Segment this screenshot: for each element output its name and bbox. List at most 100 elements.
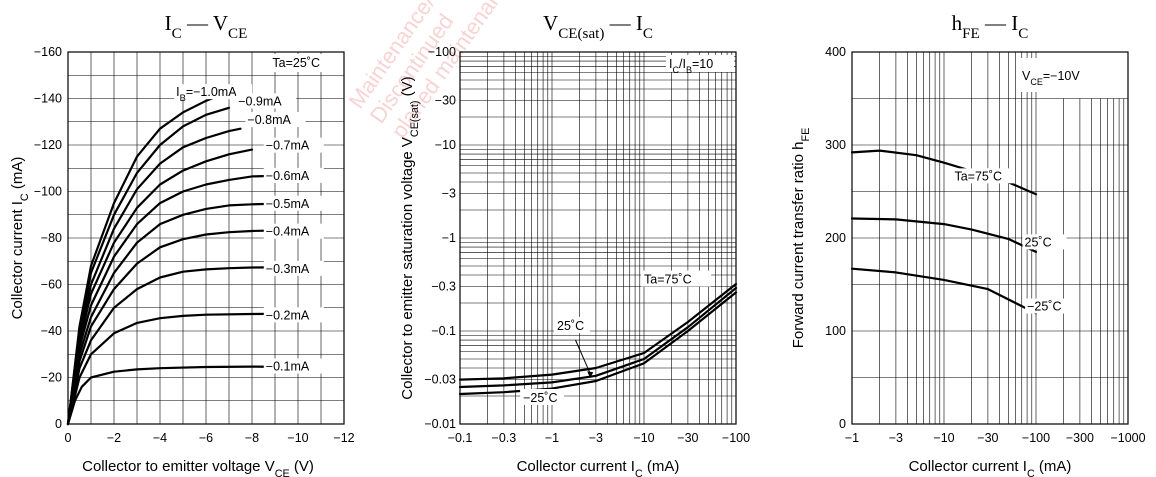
- x-tick-label: −0.1: [448, 431, 473, 445]
- y-axis-label: Forward current transfer ratio hFE: [790, 128, 812, 349]
- series-label-bg: [263, 260, 324, 276]
- label-arrow: [587, 371, 594, 379]
- annotation-bg: [666, 55, 734, 72]
- y-tick-label: 0: [839, 417, 846, 431]
- series-label: −25˚C: [523, 391, 557, 405]
- series-curve: [458, 291, 738, 396]
- series-label: −0.9mA: [238, 94, 282, 108]
- y-axis-label: Collector to emitter saturation voltage …: [399, 76, 421, 399]
- series-label: −25˚C: [1027, 300, 1061, 314]
- series-label: −0.1mA: [266, 360, 310, 374]
- y-tick-label: −80: [41, 231, 62, 245]
- series-label: 25˚C: [557, 319, 584, 333]
- series-label: −0.2mA: [266, 308, 310, 322]
- series-curve: [66, 228, 300, 426]
- chart-title: IC — VCE: [165, 11, 248, 42]
- x-tick-label: −100: [722, 431, 750, 445]
- series-label-bg: [245, 112, 306, 128]
- series-label: −0.8mA: [247, 113, 291, 127]
- series-curve: [66, 148, 254, 426]
- plot-frame: [459, 51, 737, 425]
- series-curve: [66, 106, 231, 426]
- annotation-vce: VCE=−10V: [1022, 69, 1080, 87]
- series-label: Ta=75˚C: [644, 273, 692, 287]
- series-label-bg: [263, 167, 324, 183]
- y-tick-label: −0.01: [424, 417, 456, 431]
- x-tick-label: −10: [287, 431, 308, 445]
- chart-title: VCE(sat) — IC: [543, 11, 653, 42]
- series-label: −0.3mA: [266, 262, 310, 276]
- x-axis-label: Collector current IC (mA): [517, 458, 680, 477]
- y-tick-label: −3: [442, 187, 456, 201]
- x-tick-label: −100: [1022, 431, 1050, 445]
- x-tick-label: −30: [977, 431, 998, 445]
- series-label-bg: [263, 307, 324, 323]
- annotation-ic-ib: IC/IB=10: [669, 57, 713, 75]
- series-label-bg: [263, 358, 324, 374]
- series-label-bg: [263, 137, 324, 153]
- series-label: Ta=75˚C: [954, 169, 1002, 183]
- y-tick-label: −1: [442, 231, 456, 245]
- series-label-bg: [641, 270, 711, 287]
- x-axis-label: Collector to emitter voltage VCE (V): [82, 458, 314, 477]
- x-tick-label: −30: [677, 431, 698, 445]
- annotation-bg: [265, 54, 342, 72]
- x-tick-label: −0.3: [492, 431, 517, 445]
- series-label-bg: [174, 84, 253, 100]
- x-tick-label: −2: [107, 431, 121, 445]
- series-curve: [66, 127, 242, 426]
- y-tick-label: −120: [34, 138, 62, 152]
- series-curve: [66, 365, 300, 426]
- y-tick-label: −30: [435, 94, 456, 108]
- series-curve: [66, 312, 300, 426]
- series-label: −0.7mA: [266, 139, 310, 153]
- x-tick-label: −8: [245, 431, 259, 445]
- annotation-ta: Ta=25˚C: [272, 56, 320, 70]
- x-tick-label: −10: [933, 431, 954, 445]
- y-axis-label: Collector current IC (mA): [9, 157, 31, 320]
- x-tick-label: −1000: [1110, 431, 1145, 445]
- y-tick-label: 300: [825, 138, 846, 152]
- y-tick-label: −0.3: [431, 280, 456, 294]
- chart-title: hFE — IC: [952, 11, 1029, 42]
- y-tick-label: −140: [34, 92, 62, 106]
- label-leader: [575, 339, 591, 374]
- series-label: 25˚C: [1025, 235, 1052, 249]
- series-label: −0.4mA: [266, 225, 310, 239]
- x-tick-label: −4: [153, 431, 167, 445]
- series-curve: [458, 286, 738, 389]
- y-tick-label: −0.03: [424, 373, 456, 387]
- series-label-bg: [236, 93, 297, 109]
- x-tick-label: −300: [1066, 431, 1094, 445]
- series-label: −0.5mA: [266, 197, 310, 211]
- series-label-bg: [1025, 298, 1070, 314]
- x-tick-label: −3: [889, 431, 903, 445]
- series-label-bg: [1022, 234, 1067, 250]
- plot-frame: [67, 51, 345, 425]
- series-curve: [458, 282, 738, 381]
- series-curve: [66, 266, 300, 426]
- plot-frame: [851, 51, 1129, 425]
- x-tick-label: −1: [845, 431, 859, 445]
- y-tick-label: 0: [55, 417, 62, 431]
- chart-hfe-ic: −1 −3 −10 −30 −100 −300 −1000 0 100 200 300 400 hFE …: [790, 11, 1146, 477]
- series-label-bg: [554, 317, 590, 333]
- x-axis-label: Collector current IC (mA): [909, 458, 1072, 477]
- y-tick-label: −20: [41, 371, 62, 385]
- series-label: −0.6mA: [266, 169, 310, 183]
- x-tick-label: −3: [589, 431, 603, 445]
- y-tick-label: −160: [34, 45, 62, 59]
- y-tick-label: −60: [41, 278, 62, 292]
- y-tick-label: 100: [825, 324, 846, 338]
- annotation-bg: [1016, 58, 1124, 92]
- series-curve: [66, 174, 300, 426]
- y-tick-label: −40: [41, 324, 62, 338]
- series-label-bg: [520, 388, 565, 405]
- x-tick-label: −1: [545, 431, 559, 445]
- series-label: IB=−1.0mA: [176, 85, 237, 103]
- series-label-bg: [263, 195, 324, 211]
- y-tick-label: 400: [825, 45, 846, 59]
- y-tick-label: 200: [825, 231, 846, 245]
- x-tick-label: 0: [65, 431, 72, 445]
